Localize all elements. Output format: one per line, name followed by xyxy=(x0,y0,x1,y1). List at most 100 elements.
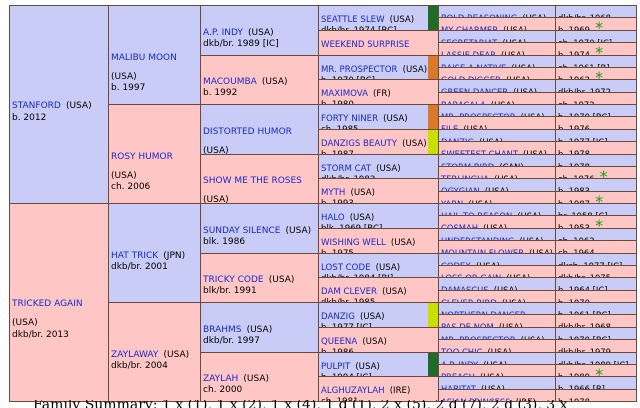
horse-name[interactable]: TRICKED AGAIN xyxy=(12,299,83,309)
gen5-name-cell[interactable]: FILE (USA) xyxy=(438,116,556,130)
horse-name[interactable]: TERLINGUA xyxy=(441,173,489,180)
horse-name[interactable]: MALIBU MOON xyxy=(111,52,177,63)
gen4-cell[interactable]: DAM CLEVER (USA)dkb/br. 1985 xyxy=(318,277,439,303)
gen4-cell[interactable]: STORM CAT (USA)dkb/br. 1983 xyxy=(318,153,439,180)
horse-name[interactable]: PULPIT xyxy=(321,361,351,372)
gen5-name-cell[interactable]: COSMAH (USA) xyxy=(438,215,556,229)
gen5-name-cell[interactable]: HABITAT (USA) xyxy=(438,376,556,390)
gen4-cell[interactable]: DANZIGS BEAUTY (USA)b. 1987 xyxy=(318,128,439,155)
gen5-name-cell[interactable]: GREEN DANCER (USA) xyxy=(438,79,556,93)
horse-name[interactable]: SEATTLE SLEW xyxy=(321,15,385,25)
gen4-cell[interactable]: HALO (USA)blk. 1969 [BC] xyxy=(318,203,439,229)
horse-name[interactable]: NORTHERN DANCER xyxy=(441,310,526,316)
horse-name[interactable]: MACOUMBA xyxy=(203,77,257,88)
gen3-cell[interactable]: BRAHMS (USA) dkb/br. 1997 xyxy=(200,302,319,353)
horse-name[interactable]: ALGHUZAYLAH xyxy=(321,386,385,397)
horse-name[interactable]: STORM CAT xyxy=(321,163,372,174)
gen1-cell[interactable]: TRICKED AGAIN (USA) dkb/br. 2013 xyxy=(9,203,109,402)
gen5-name-cell[interactable]: MR. PROSPECTOR (USA) xyxy=(438,104,556,118)
gen2-cell[interactable]: HAT TRICK (JPN) dkb/br. 2001 xyxy=(108,203,201,303)
horse-name[interactable]: FILE xyxy=(441,124,459,130)
horse-name[interactable]: STORM BIRD xyxy=(441,161,495,167)
horse-name[interactable]: MR. PROSPECTOR xyxy=(441,112,516,118)
gen4-cell[interactable]: ALGHUZAYLAH (IRE)ch. 1981 xyxy=(318,376,439,402)
horse-name[interactable]: OGYGIAN xyxy=(441,186,480,192)
horse-name[interactable]: UNDERSTANDING xyxy=(441,235,515,242)
horse-name[interactable]: DANZIGS BEAUTY xyxy=(321,138,398,149)
gen5-name-cell[interactable]: SWEETEST CHANT (USA) xyxy=(438,141,556,155)
horse-name[interactable]: ASIAN PRINCESS xyxy=(441,396,511,402)
horse-name[interactable]: MAXIMOVA xyxy=(321,89,368,100)
horse-name[interactable]: PREACH xyxy=(441,371,475,378)
horse-name[interactable]: A.P. INDY xyxy=(441,359,479,365)
gen5-name-cell[interactable]: CODEX (USA) xyxy=(438,252,556,266)
gen5-name-cell[interactable]: LOSS OR GAIN (USA) xyxy=(438,264,556,279)
horse-name[interactable]: GREEN DANCER xyxy=(441,87,509,93)
horse-name[interactable]: LASSIE DEAR xyxy=(441,50,496,56)
horse-name[interactable]: SUNDAY SILENCE xyxy=(203,225,281,236)
horse-name[interactable]: COSMAH xyxy=(441,223,479,229)
gen4-cell[interactable]: QUEENA (USA)b. 1986 xyxy=(318,326,439,353)
horse-name[interactable]: WEEKEND SURPRISE xyxy=(321,39,410,50)
horse-name[interactable]: HABITAT xyxy=(441,384,476,390)
gen3-cell[interactable]: MACOUMBA (USA) b. 1992 xyxy=(200,54,319,105)
gen4-cell[interactable]: MYTH (USA)b. 1993 xyxy=(318,178,439,204)
horse-name[interactable]: PAS DE NOM xyxy=(441,322,494,328)
horse-name[interactable]: ROSY HUMOR xyxy=(111,151,173,162)
horse-name[interactable]: STANFORD xyxy=(12,101,61,111)
gen5-name-cell[interactable]: A.P. INDY (USA) xyxy=(438,351,556,365)
horse-name[interactable]: DANZIG xyxy=(441,136,474,143)
horse-name[interactable]: CLEVER BIRD xyxy=(441,297,497,303)
gen5-name-cell[interactable]: BARACALA (USA) xyxy=(438,91,556,105)
gen5-name-cell[interactable]: NORTHERN DANCER (CAN) xyxy=(438,302,556,316)
gen4-cell[interactable]: PULPIT (USA)b. 1994 [IC] xyxy=(318,351,439,378)
gen5-name-cell[interactable]: PREACH (USA) xyxy=(438,363,556,378)
horse-name[interactable]: TRICKY CODE xyxy=(203,275,264,286)
horse-name[interactable]: HALO xyxy=(321,213,345,223)
gen5-name-cell[interactable]: TOO CHIC (USA) xyxy=(438,339,556,353)
gen5-name-cell[interactable]: SECRETARIAT (USA) xyxy=(438,29,556,44)
horse-name[interactable]: ZAYLAWAY xyxy=(111,349,159,360)
gen5-name-cell[interactable]: MOUNTAIN FLOWER (USA) xyxy=(438,240,556,254)
gen3-cell[interactable]: ZAYLAH (USA) ch. 2000 xyxy=(200,351,319,402)
gen4-cell[interactable]: MAXIMOVA (FR)b. 1980 xyxy=(318,79,439,105)
gen3-cell[interactable]: A.P. INDY (USA) dkb/br. 1989 [IC] xyxy=(200,5,319,56)
gen4-cell[interactable]: DANZIG (USA)b. 1977 [IC] xyxy=(318,302,439,328)
horse-name[interactable]: DISTORTED HUMOR xyxy=(203,126,292,137)
gen4-cell[interactable]: MR. PROSPECTOR (USA)b. 1970 [BC] xyxy=(318,54,439,81)
horse-name[interactable]: YARN xyxy=(441,198,464,204)
horse-name[interactable]: GOLD DIGGER xyxy=(441,74,501,81)
gen5-name-cell[interactable]: MY CHARMER (USA) xyxy=(438,17,556,31)
horse-name[interactable]: A.P. INDY xyxy=(203,27,243,38)
gen5-name-cell[interactable]: YARN (USA) xyxy=(438,190,556,204)
gen5-name-cell[interactable]: MR. PROSPECTOR (USA) xyxy=(438,326,556,341)
horse-name[interactable]: WISHING WELL xyxy=(321,237,386,248)
gen1-cell[interactable]: STANFORD (USA) b. 2012 xyxy=(9,5,109,204)
gen3-cell[interactable]: SUNDAY SILENCE (USA) blk. 1986 xyxy=(200,203,319,254)
horse-name[interactable]: BRAHMS xyxy=(203,324,242,335)
gen2-cell[interactable]: ROSY HUMOR (USA) ch. 2006 xyxy=(108,104,201,204)
gen3-cell[interactable]: TRICKY CODE (USA) blk/br. 1991 xyxy=(200,252,319,303)
horse-name[interactable]: SWEETEST CHANT xyxy=(441,149,518,155)
gen5-name-cell[interactable]: TERLINGUA (USA) xyxy=(438,165,556,180)
horse-name[interactable]: RAISE A NATIVE xyxy=(441,62,507,68)
gen3-cell[interactable]: DISTORTED HUMOR (USA)ch. 1993 xyxy=(200,104,319,155)
horse-name[interactable]: MYTH xyxy=(321,188,346,199)
gen5-name-cell[interactable]: BOLD REASONING (USA) xyxy=(438,5,556,19)
gen5-name-cell[interactable]: RAISE A NATIVE (USA) xyxy=(438,54,556,68)
horse-name[interactable]: DAMASCUS xyxy=(441,285,489,291)
horse-name[interactable]: HAIL TO REASON xyxy=(441,211,513,217)
gen4-cell[interactable]: SEATTLE SLEW (USA)dkb/br. 1974 [BC] xyxy=(318,5,439,31)
horse-name[interactable]: DAM CLEVER xyxy=(321,287,377,298)
gen3-cell[interactable]: SHOW ME THE ROSES (USA)b. 2001 xyxy=(200,153,319,204)
horse-name[interactable]: BARACALA xyxy=(441,99,486,105)
horse-name[interactable]: MY CHARMER xyxy=(441,25,499,31)
gen5-name-cell[interactable]: LASSIE DEAR (USA) xyxy=(438,42,556,56)
horse-name[interactable]: TOO CHIC xyxy=(441,347,483,353)
gen5-name-cell[interactable]: DAMASCUS (USA) xyxy=(438,277,556,291)
horse-name[interactable]: LOSS OR GAIN xyxy=(441,272,502,279)
gen5-name-cell[interactable]: DANZIG (USA) xyxy=(438,128,556,143)
horse-name[interactable]: MR. PROSPECTOR xyxy=(441,334,516,341)
horse-name[interactable]: MOUNTAIN FLOWER xyxy=(441,248,524,254)
gen5-name-cell[interactable]: CLEVER BIRD (USA) xyxy=(438,289,556,303)
